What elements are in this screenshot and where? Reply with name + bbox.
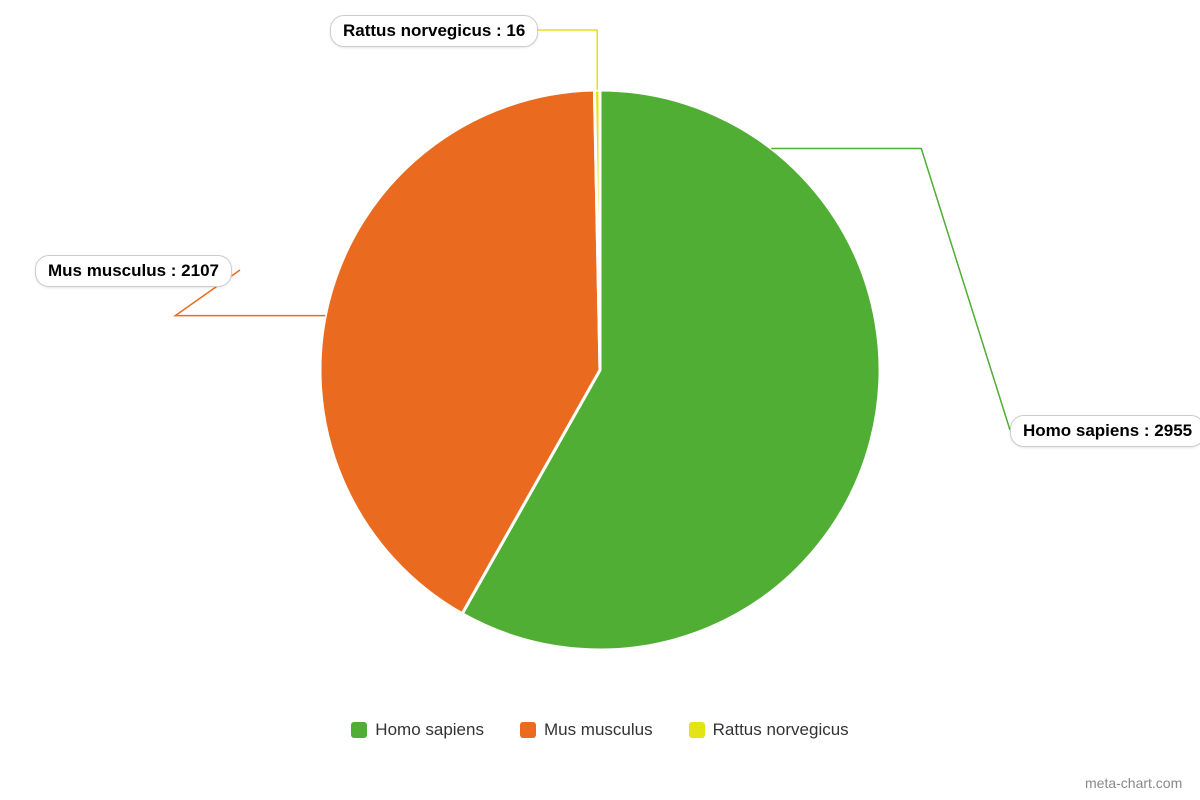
- callout-label: Rattus norvegicus : 16: [330, 15, 538, 47]
- legend-label: Rattus norvegicus: [713, 720, 849, 740]
- pie-chart-container: Homo sapiens : 2955 Mus musculus : 2107 Ra…: [0, 0, 1200, 800]
- legend-label: Mus musculus: [544, 720, 653, 740]
- callout-leader: [535, 30, 597, 90]
- watermark: meta-chart.com: [1085, 775, 1182, 791]
- legend-swatch: [520, 722, 536, 738]
- legend-item[interactable]: Rattus norvegicus: [689, 720, 849, 740]
- legend-label: Homo sapiens: [375, 720, 484, 740]
- legend: Homo sapiens Mus musculus Rattus norvegicu…: [0, 720, 1200, 743]
- pie-chart-svg: [0, 0, 1200, 800]
- legend-swatch: [689, 722, 705, 738]
- legend-swatch: [351, 722, 367, 738]
- legend-item[interactable]: Mus musculus: [520, 720, 653, 740]
- legend-item[interactable]: Homo sapiens: [351, 720, 484, 740]
- callout-label: Homo sapiens : 2955: [1010, 415, 1200, 447]
- callout-label: Mus musculus : 2107: [35, 255, 232, 287]
